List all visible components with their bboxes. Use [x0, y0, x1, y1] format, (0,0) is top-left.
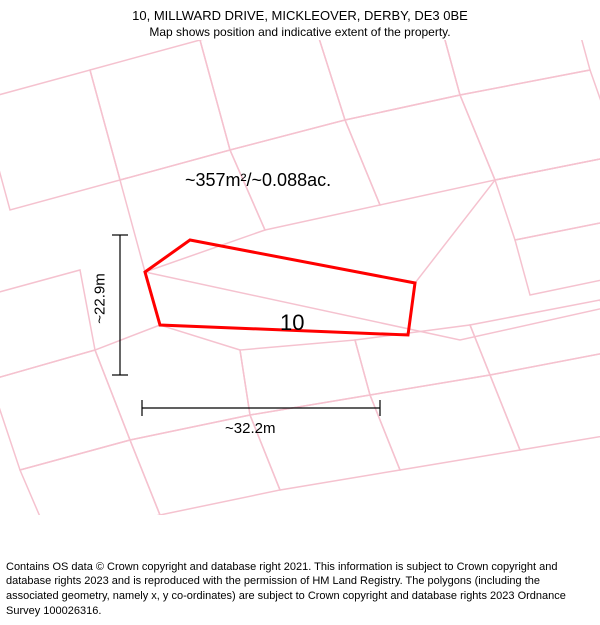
width-dimension-label: ~32.2m [225, 420, 275, 437]
height-dimension-label: ~22.9m [92, 273, 109, 323]
map-svg [0, 40, 600, 515]
page-subtitle: Map shows position and indicative extent… [0, 25, 600, 39]
area-label: ~357m²/~0.088ac. [185, 170, 331, 191]
plot-number: 10 [280, 310, 304, 336]
header: 10, MILLWARD DRIVE, MICKLEOVER, DERBY, D… [0, 0, 600, 39]
background-parcels [0, 40, 600, 515]
page-title: 10, MILLWARD DRIVE, MICKLEOVER, DERBY, D… [0, 8, 600, 23]
map-area: ~357m²/~0.088ac. ~22.9m ~32.2m 10 [0, 40, 600, 515]
copyright-footer: Contains OS data © Crown copyright and d… [6, 560, 594, 619]
